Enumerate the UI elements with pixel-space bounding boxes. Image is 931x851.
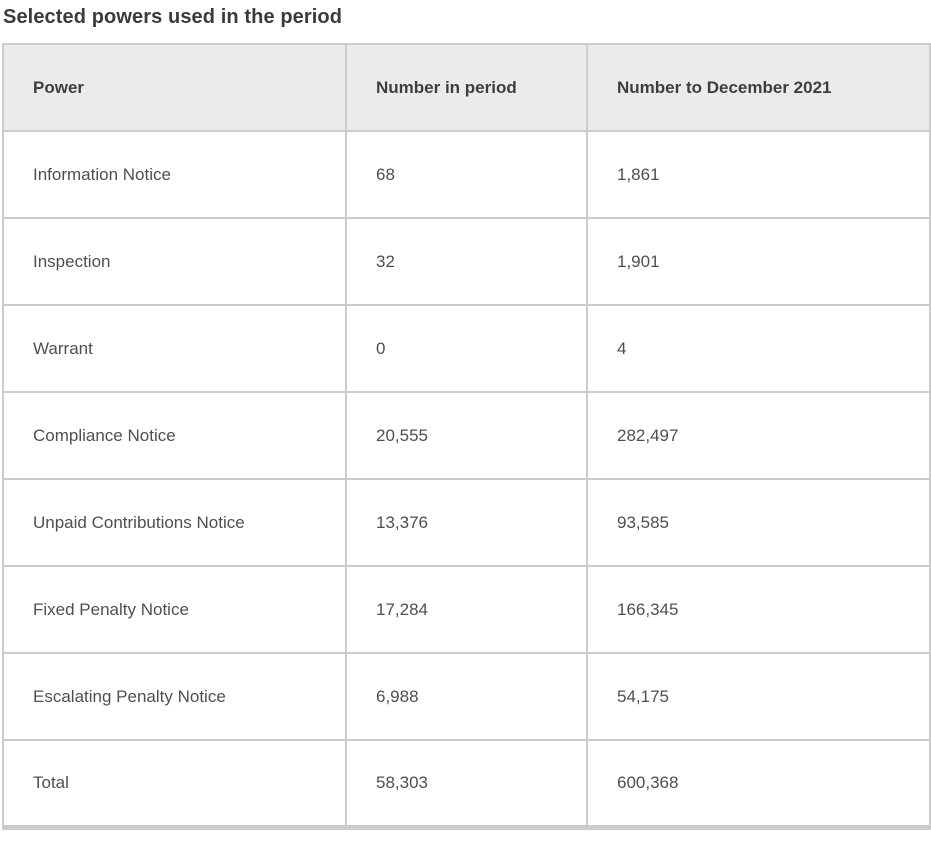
table-body: Information Notice 68 1,861 Inspection 32 1,9… <box>2 130 931 830</box>
number-in-period-cell: 6,988 <box>345 652 588 741</box>
power-cell: Fixed Penalty Notice <box>2 565 347 654</box>
number-in-period-cell: 0 <box>345 304 588 393</box>
column-header-number-to-december-2021: Number to December 2021 <box>586 43 931 132</box>
column-header-power: Power <box>2 43 347 132</box>
number-in-period-cell: 13,376 <box>345 478 588 567</box>
table-row: Unpaid Contributions Notice 13,376 93,585 <box>2 478 931 567</box>
number-to-december-2021-cell: 600,368 <box>586 739 931 830</box>
column-header-number-in-period: Number in period <box>345 43 588 132</box>
number-to-december-2021-cell: 93,585 <box>586 478 931 567</box>
number-in-period-cell: 32 <box>345 217 588 306</box>
power-cell: Inspection <box>2 217 347 306</box>
number-in-period-cell: 58,303 <box>345 739 588 830</box>
table-row: Total 58,303 600,368 <box>2 739 931 830</box>
page-title: Selected powers used in the period <box>3 6 343 28</box>
power-cell: Warrant <box>2 304 347 393</box>
number-to-december-2021-cell: 282,497 <box>586 391 931 480</box>
table-row: Inspection 32 1,901 <box>2 217 931 306</box>
power-cell: Total <box>2 739 347 830</box>
number-to-december-2021-cell: 1,901 <box>586 217 931 306</box>
power-cell: Information Notice <box>2 130 347 219</box>
table-row: Fixed Penalty Notice 17,284 166,345 <box>2 565 931 654</box>
power-cell: Compliance Notice <box>2 391 347 480</box>
table-row: Warrant 0 4 <box>2 304 931 393</box>
number-to-december-2021-cell: 1,861 <box>586 130 931 219</box>
number-to-december-2021-cell: 166,345 <box>586 565 931 654</box>
table-row: Information Notice 68 1,861 <box>2 130 931 219</box>
number-in-period-cell: 20,555 <box>345 391 588 480</box>
number-in-period-cell: 68 <box>345 130 588 219</box>
power-cell: Unpaid Contributions Notice <box>2 478 347 567</box>
header-row: Power Number in period Number to Decembe… <box>2 43 931 132</box>
table-row: Compliance Notice 20,555 282,497 <box>2 391 931 480</box>
powers-table: Power Number in period Number to Decembe… <box>2 43 931 830</box>
table-header: Power Number in period Number to Decembe… <box>2 43 931 132</box>
table-row: Escalating Penalty Notice 6,988 54,175 <box>2 652 931 741</box>
number-to-december-2021-cell: 4 <box>586 304 931 393</box>
number-in-period-cell: 17,284 <box>345 565 588 654</box>
power-cell: Escalating Penalty Notice <box>2 652 347 741</box>
number-to-december-2021-cell: 54,175 <box>586 652 931 741</box>
